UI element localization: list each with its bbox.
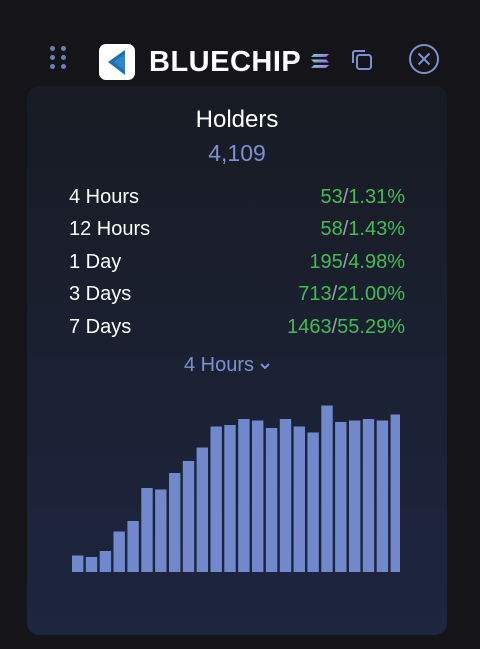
- chart-bar: [293, 426, 305, 572]
- chart-bar: [99, 551, 112, 572]
- stat-label: 7 Days: [69, 315, 132, 338]
- stat-label: 12 Hours: [69, 218, 151, 241]
- close-icon[interactable]: [408, 43, 440, 75]
- stat-row-7d: 7 Days 1463/55.29%: [69, 313, 405, 345]
- stat-value: 58/1.43%: [320, 218, 405, 241]
- chart-bar: [376, 420, 389, 572]
- bluechip-logo: [99, 44, 135, 80]
- stat-row-4h: 4 Hours 53/1.31%: [69, 183, 405, 215]
- period-dropdown[interactable]: 4 Hours: [184, 352, 272, 378]
- chart-bar: [141, 488, 153, 572]
- chart-bar: [210, 426, 222, 572]
- stat-value: 53/1.31%: [320, 186, 405, 208]
- holders-bar-chart: [72, 405, 400, 572]
- chart-bar: [182, 461, 195, 572]
- stat-value: 195/4.98%: [309, 250, 405, 273]
- holders-count: 4,109: [208, 140, 266, 166]
- copy-icon[interactable]: [350, 48, 374, 72]
- token-name: BLUECHIP: [149, 46, 302, 78]
- chart-bar: [390, 414, 400, 572]
- period-dropdown-label: 4 Hours: [184, 354, 255, 376]
- drag-handle-icon[interactable]: [50, 46, 66, 72]
- holder-change-list: 4 Hours 53/1.31% 12 Hours 58/1.43% 1 Day…: [69, 183, 405, 345]
- stat-label: 1 Day: [69, 250, 122, 273]
- chart-bar: [321, 405, 333, 572]
- chart-bar: [196, 447, 208, 572]
- chart-bar: [362, 419, 375, 572]
- chart-bar: [155, 489, 167, 572]
- holders-label: Holders: [195, 106, 279, 133]
- chart-bar: [224, 425, 236, 572]
- stat-label: 3 Days: [69, 283, 132, 306]
- stat-label: 4 Hours: [69, 186, 140, 208]
- panel-header: BLUECHIP: [0, 0, 480, 120]
- chart-bar: [307, 432, 319, 572]
- chart-bar: [252, 420, 264, 572]
- chart-bar: [349, 420, 361, 572]
- chart-bar: [85, 557, 98, 572]
- chart-bar: [335, 422, 347, 572]
- stat-row-12h: 12 Hours 58/1.43%: [69, 215, 405, 247]
- chart-bar: [169, 473, 181, 572]
- stat-value: 1463/55.29%: [287, 315, 405, 338]
- stat-row-3d: 3 Days 713/21.00%: [69, 280, 405, 312]
- chart-bar: [113, 531, 125, 572]
- stat-value: 713/21.00%: [298, 283, 405, 306]
- chart-bar: [265, 428, 278, 572]
- chart-bar: [72, 555, 84, 572]
- chevron-down-icon: [260, 363, 270, 370]
- solana-icon: [311, 54, 329, 68]
- chart-bar: [238, 419, 250, 572]
- chart-bar: [279, 419, 292, 572]
- chart-bar: [127, 521, 139, 572]
- stat-row-1d: 1 Day 195/4.98%: [69, 248, 405, 280]
